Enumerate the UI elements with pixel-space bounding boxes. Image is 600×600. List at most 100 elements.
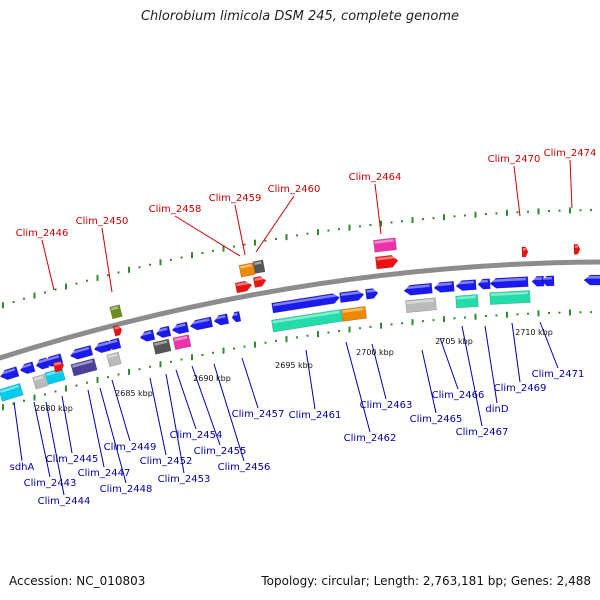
- slate-gene-shape: [70, 357, 98, 377]
- forward-gene-red-gloss: [236, 281, 250, 287]
- orange-gene-shape: [340, 306, 368, 322]
- track-dot: [443, 316, 445, 323]
- leader-line: [511, 322, 521, 383]
- track-dot: [317, 331, 319, 338]
- forward-gene-red-gloss: [376, 255, 396, 261]
- leader-line: [421, 349, 437, 414]
- forward-gene: [271, 293, 341, 314]
- reverse-gene-gloss: [232, 312, 238, 317]
- reverse-gene: [171, 321, 190, 335]
- track-dot: [590, 311, 592, 314]
- track-dot: [117, 373, 120, 376]
- track-dot: [338, 330, 340, 333]
- reverse-gene-shape: [455, 279, 477, 291]
- leader-line: [539, 321, 559, 369]
- gray-gene: [106, 351, 122, 368]
- inner-dot-track: [2, 309, 592, 411]
- orange-gene-gloss: [240, 264, 252, 269]
- reverse-gene: [155, 325, 172, 338]
- teal-gene-gloss: [272, 310, 340, 324]
- track-dot: [443, 214, 445, 221]
- track-dot: [117, 271, 120, 274]
- track-dot: [590, 209, 592, 212]
- olive-gene-shape: [109, 304, 123, 320]
- track-dot: [254, 341, 256, 348]
- forward-gene-shape: [271, 293, 341, 314]
- track-dot: [212, 351, 214, 354]
- track-dot: [453, 215, 456, 218]
- track-dot: [422, 320, 424, 323]
- teal-gene-gloss: [456, 295, 476, 300]
- track-dot: [474, 211, 477, 218]
- darkgray-gene: [152, 338, 172, 355]
- gene-label-clim_2446: Clim_2446: [16, 228, 69, 239]
- forward-gene: [339, 290, 365, 304]
- reverse-gene-shape: [531, 275, 545, 287]
- track-dot: [170, 360, 172, 363]
- reverse-gene-gloss: [542, 276, 552, 280]
- leader-line: [374, 183, 382, 235]
- track-dot: [380, 220, 382, 227]
- magenta-gene: [172, 334, 192, 351]
- olive-gene: [109, 304, 123, 320]
- track-dot: [558, 311, 561, 314]
- slate-gene: [70, 357, 98, 377]
- teal-gene: [489, 290, 531, 305]
- track-dot: [296, 336, 298, 339]
- reverse-gene: [69, 344, 94, 360]
- leader-line: [484, 325, 498, 404]
- track-dot: [548, 209, 550, 212]
- reverse-gene-shape: [155, 325, 172, 338]
- track-dot: [569, 309, 571, 316]
- track-dot: [222, 347, 225, 354]
- forward-gene-red-gloss: [54, 361, 62, 366]
- track-dot: [138, 266, 141, 269]
- track-dot: [359, 327, 361, 330]
- reverse-gene-gloss: [434, 282, 452, 287]
- reverse-gene-gloss: [70, 346, 90, 355]
- track-dot: [411, 217, 414, 224]
- forward-gene-red: [52, 360, 65, 373]
- leader-line: [305, 349, 316, 410]
- track-dot: [86, 279, 88, 282]
- leader-line: [87, 389, 105, 468]
- track-dot: [348, 326, 351, 333]
- track-dot: [432, 217, 435, 220]
- outer-dot-track: [2, 207, 592, 309]
- track-dot: [128, 266, 130, 273]
- leader-line: [213, 363, 245, 462]
- track-dot: [548, 311, 550, 314]
- gene-label-clim_2462: Clim_2462: [344, 433, 397, 444]
- leader-line: [255, 195, 295, 253]
- track-dot: [338, 228, 340, 231]
- teal-gene-shape: [271, 308, 343, 333]
- gray-gene: [32, 373, 48, 390]
- leader-line: [13, 401, 23, 462]
- forward-gene-red-gloss: [254, 276, 264, 281]
- track-dot: [579, 311, 582, 314]
- track-dot: [254, 239, 256, 246]
- leader-line: [149, 377, 167, 456]
- track-dot: [275, 237, 277, 240]
- leader-line: [234, 204, 246, 256]
- reverse-gene: [531, 275, 545, 287]
- track-dot: [170, 258, 172, 261]
- teal-gene: [455, 294, 479, 309]
- gene-label-sdha: sdhA: [10, 462, 35, 473]
- track-dot: [96, 274, 99, 281]
- reverse-gene-shape: [19, 361, 36, 375]
- reverse-gene-shape: [171, 321, 190, 335]
- track-dot: [96, 376, 99, 383]
- track-dot: [54, 390, 57, 393]
- track-dot: [264, 239, 267, 242]
- track-dot: [44, 291, 46, 294]
- forward-gene-red-shape: [375, 254, 399, 270]
- track-dot: [306, 232, 309, 235]
- leader-line: [61, 395, 73, 454]
- track-dot: [411, 319, 414, 326]
- topology-text: Topology: circular; Length: 2,763,181 bp…: [261, 574, 591, 588]
- reverse-gene-shape: [105, 337, 122, 351]
- label-leader-lines: [13, 159, 573, 496]
- track-dot: [453, 317, 456, 320]
- track-dot: [212, 249, 214, 252]
